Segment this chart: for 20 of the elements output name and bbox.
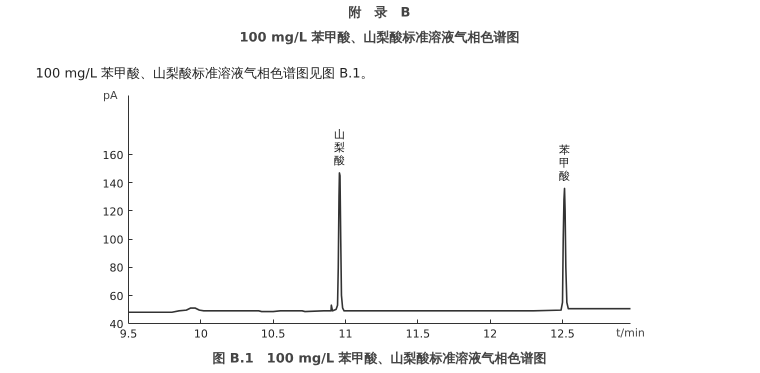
y-axis-title: pA bbox=[102, 89, 118, 102]
annotation: 山梨酸 bbox=[334, 128, 345, 167]
chart-title: 附 录 B bbox=[348, 6, 410, 20]
x-axis-title: t/min bbox=[616, 326, 645, 340]
y-tick-label: 160 bbox=[102, 149, 124, 162]
y-tick-label: 60 bbox=[110, 290, 124, 303]
chart-subtitle: 100 mg/L 苯甲酸、山梨酸标准溶液气相色谱图 bbox=[239, 30, 520, 46]
x-tick-label: 10.5 bbox=[260, 328, 286, 340]
x-tick-label: 10 bbox=[194, 328, 208, 340]
y-tick-label: 140 bbox=[102, 177, 124, 190]
annotation: 苯甲酸 bbox=[559, 143, 570, 182]
y-tick-label: 80 bbox=[110, 262, 124, 275]
y-tick-label: 100 bbox=[102, 234, 124, 247]
x-tick-label: 11 bbox=[338, 328, 353, 340]
x-tick-label: 12.5 bbox=[550, 328, 575, 340]
x-tick-label: 11.5 bbox=[406, 328, 430, 340]
x-tick-label: 12 bbox=[483, 328, 498, 340]
text: 图 B.1 100 mg/L 苯甲酸、山梨酸标准溶液气相色谱图 bbox=[212, 350, 547, 366]
text: 100 mg/L 苯甲酸、山梨酸标准溶液气相色谱图见图 B.1。 bbox=[36, 66, 374, 82]
y-tick-label: 120 bbox=[102, 205, 124, 218]
